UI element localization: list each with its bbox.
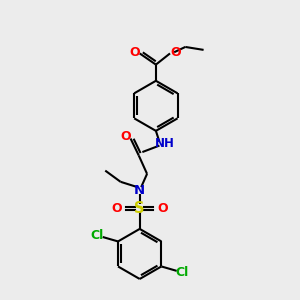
Text: Cl: Cl: [176, 266, 189, 278]
Text: O: O: [157, 202, 168, 215]
Text: Cl: Cl: [91, 229, 104, 242]
Text: O: O: [129, 46, 140, 59]
Text: O: O: [111, 202, 122, 215]
Text: S: S: [134, 201, 145, 216]
Text: N: N: [134, 184, 145, 196]
Text: O: O: [170, 46, 181, 59]
Text: NH: NH: [155, 137, 175, 150]
Text: O: O: [121, 130, 131, 143]
